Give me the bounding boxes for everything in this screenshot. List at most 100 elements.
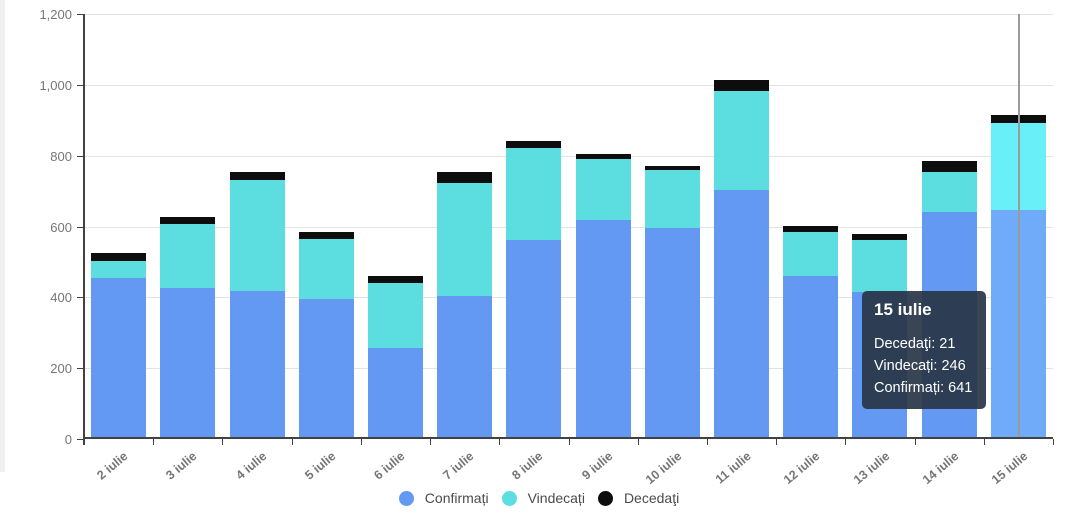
- bar-segment-decedai-9-iulie[interactable]: [575, 154, 631, 159]
- gridline-800: [84, 155, 1053, 157]
- bar-segment-decedai-11-iulie[interactable]: [714, 80, 770, 91]
- bar-segment-vindecai-14-iulie[interactable]: [921, 172, 977, 213]
- x-axis-label-10-iulie: 10 iulie: [642, 449, 685, 487]
- y-axis-line: [83, 14, 85, 445]
- bar-segment-decedai-8-iulie[interactable]: [506, 141, 562, 148]
- y-axis-tick: [77, 226, 84, 228]
- bar-segment-vindecai-9-iulie[interactable]: [575, 158, 631, 220]
- legend-label: Confirmați: [424, 490, 489, 506]
- legend-color-dot: [398, 490, 414, 506]
- legend-color-dot: [501, 490, 517, 506]
- x-axis-tick: [222, 439, 224, 445]
- x-axis-tick: [430, 439, 432, 445]
- y-axis-label: 0: [64, 432, 72, 447]
- chart-legend: Confirmați Vindecați Decedaţi: [0, 490, 1078, 506]
- bar-segment-decedai-2-iulie[interactable]: [91, 253, 147, 261]
- x-axis-tick: [153, 439, 155, 445]
- bar-segment-confirmai-10-iulie[interactable]: [644, 227, 700, 437]
- y-axis-tick: [77, 439, 84, 440]
- bar-segment-decedai-7-iulie[interactable]: [437, 172, 493, 184]
- bar-segment-confirmai-2-iulie[interactable]: [91, 277, 147, 437]
- y-axis-label: 200: [50, 361, 72, 377]
- x-axis-label-9-iulie: 9 iulie: [578, 449, 616, 483]
- x-axis-label-7-iulie: 7 iulie: [440, 449, 477, 483]
- x-axis-tick: [983, 439, 985, 445]
- bar-segment-decedai-6-iulie[interactable]: [367, 275, 423, 284]
- legend-item-vindecai[interactable]: Vindecați: [501, 490, 585, 506]
- bar-segment-decedai-14-iulie[interactable]: [921, 161, 977, 173]
- tooltip-lines: Decedaţi: 21 Vindecați: 246 Confirmați: 64…: [874, 333, 975, 399]
- y-axis-label: 1,200: [39, 7, 72, 22]
- bar-segment-decedai-13-iulie[interactable]: [852, 233, 908, 241]
- gridline-400: [84, 297, 1053, 299]
- bar-segment-decedai-10-iulie[interactable]: [644, 166, 700, 170]
- y-axis-label: 800: [50, 148, 72, 164]
- x-axis-label-15-iulie: 15 iulie: [988, 449, 1031, 487]
- x-axis-label-13-iulie: 13 iulie: [850, 449, 892, 487]
- x-axis-label-8-iulie: 8 iulie: [509, 449, 546, 483]
- x-axis-tick: [776, 439, 778, 445]
- y-axis-tick: [77, 155, 84, 157]
- bar-segment-vindecai-2-iulie[interactable]: [91, 260, 147, 278]
- legend-label: Decedaţi: [623, 490, 680, 506]
- bar-segment-vindecai-12-iulie[interactable]: [783, 231, 839, 276]
- bar-segment-vindecai-3-iulie[interactable]: [160, 223, 216, 289]
- legend-item-decedai[interactable]: Decedaţi: [597, 490, 680, 506]
- tooltip-line-confirmai: Confirmați: 641: [874, 380, 973, 396]
- bar-segment-confirmai-4-iulie[interactable]: [229, 290, 285, 437]
- x-axis-label-6-iulie: 6 iulie: [371, 449, 408, 483]
- bar-segment-confirmai-5-iulie[interactable]: [298, 298, 354, 437]
- y-axis-label: 600: [50, 219, 72, 235]
- legend-label: Vindecați: [527, 490, 585, 506]
- bar-segment-confirmai-9-iulie[interactable]: [575, 219, 631, 437]
- hover-crosshair-line: [1018, 14, 1020, 437]
- bar-segment-confirmai-12-iulie[interactable]: [783, 275, 839, 437]
- bar-segment-vindecai-7-iulie[interactable]: [437, 183, 493, 297]
- x-axis-tick: [845, 439, 847, 445]
- bar-segment-decedai-5-iulie[interactable]: [298, 231, 354, 240]
- x-axis-tick: [360, 439, 362, 445]
- bar-segment-confirmai-6-iulie[interactable]: [367, 348, 423, 437]
- bar-segment-confirmai-7-iulie[interactable]: [437, 296, 493, 437]
- bar-segment-confirmai-11-iulie[interactable]: [714, 189, 770, 437]
- x-axis-tick: [1053, 439, 1054, 445]
- x-axis-tick: [499, 439, 501, 445]
- x-axis-label-4-iulie: 4 iulie: [232, 449, 270, 483]
- gridline-1,000: [84, 84, 1053, 86]
- gridline-1,200: [84, 14, 1053, 15]
- bar-segment-decedai-12-iulie[interactable]: [783, 225, 839, 232]
- bar-segment-vindecai-13-iulie[interactable]: [852, 240, 908, 292]
- y-axis-tick: [77, 14, 84, 15]
- x-axis-label-11-iulie: 11 iulie: [712, 449, 754, 487]
- bar-segment-vindecai-4-iulie[interactable]: [229, 179, 285, 291]
- y-axis-tick: [77, 84, 84, 86]
- chart-tooltip: 15 iulie Decedaţi: 21 Vindecați: 246 Confi…: [862, 291, 986, 409]
- y-axis-label: 1,000: [39, 77, 72, 93]
- bar-segment-vindecai-10-iulie[interactable]: [644, 169, 700, 228]
- bar-segment-vindecai-5-iulie[interactable]: [298, 239, 354, 299]
- bar-segment-vindecai-8-iulie[interactable]: [506, 148, 562, 241]
- x-axis-tick: [637, 439, 639, 445]
- y-axis-tick: [77, 297, 84, 299]
- bar-segment-vindecai-6-iulie[interactable]: [367, 283, 423, 349]
- x-axis-line: [84, 437, 1053, 439]
- x-axis-tick: [291, 439, 293, 445]
- bar-segment-vindecai-11-iulie[interactable]: [714, 90, 770, 190]
- bar-segment-confirmai-3-iulie[interactable]: [160, 288, 216, 437]
- x-axis-label-14-iulie: 14 iulie: [919, 449, 962, 487]
- bar-segment-decedai-3-iulie[interactable]: [160, 216, 216, 224]
- legend-item-confirmai[interactable]: Confirmați: [398, 490, 489, 506]
- x-axis-tick: [568, 439, 570, 445]
- x-axis-tick: [706, 439, 708, 445]
- x-axis-tick: [914, 439, 916, 445]
- page-edge-strip: [0, 0, 5, 472]
- bar-segment-confirmai-8-iulie[interactable]: [506, 240, 562, 437]
- x-axis-label-12-iulie: 12 iulie: [781, 449, 823, 487]
- tooltip-line-vindecai: Vindecați: 246: [874, 358, 966, 374]
- x-axis-label-2-iulie: 2 iulie: [94, 449, 131, 483]
- x-axis-label-3-iulie: 3 iulie: [163, 449, 200, 483]
- x-axis-tick: [84, 439, 85, 445]
- bar-segment-decedai-4-iulie[interactable]: [229, 172, 285, 180]
- legend-color-dot: [597, 490, 613, 506]
